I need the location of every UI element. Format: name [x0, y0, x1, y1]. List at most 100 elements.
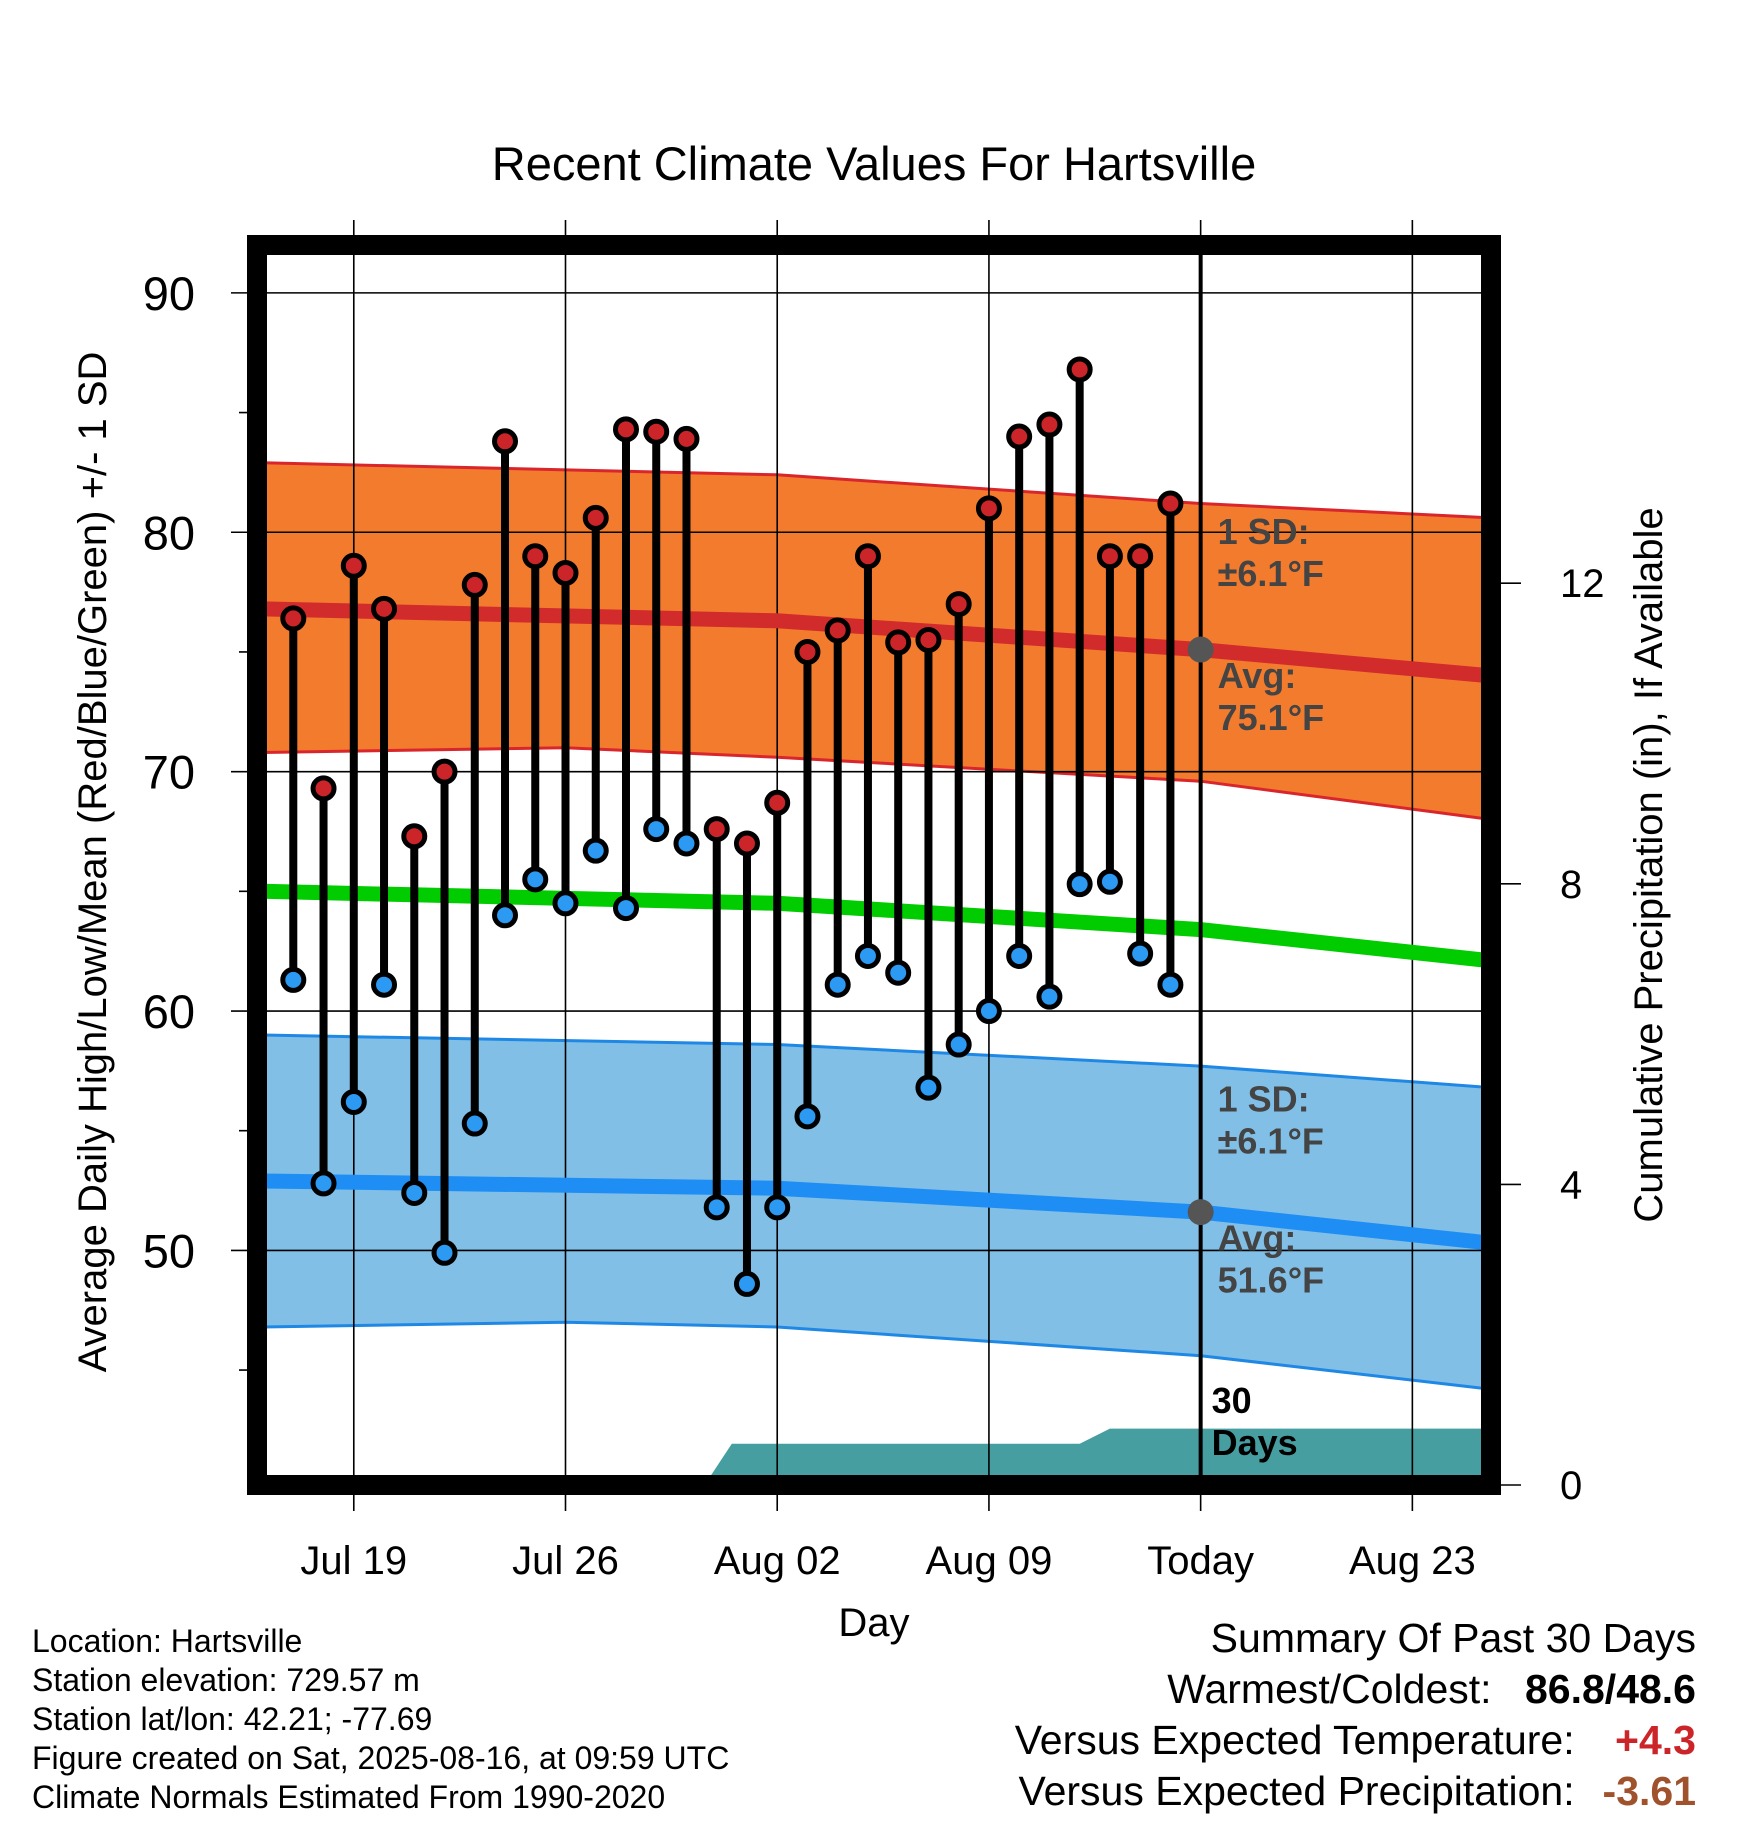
warmest-coldest-row: Warmest/Coldest: 86.8/48.6: [1167, 1666, 1696, 1712]
low-sd-band: [263, 1035, 1491, 1390]
daily-low-point: [1006, 942, 1033, 969]
daily-high-point: [492, 428, 519, 455]
daily-high-point: [885, 629, 912, 656]
temp-anomaly-row: Versus Expected Temperature: +4.3: [1015, 1715, 1696, 1766]
temp-anomaly-label: Versus Expected Temperature:: [1014, 1717, 1575, 1763]
low-today-dot: [1187, 1199, 1214, 1226]
daily-high-point: [733, 830, 760, 857]
y-tick-label: 80: [143, 506, 195, 559]
plot-frame: [247, 235, 1501, 1495]
high-sd-annotation: 1 SD: ±6.1°F: [1218, 511, 1324, 594]
daily-low-point: [673, 830, 700, 857]
daily-low-point: [1036, 983, 1063, 1010]
y2-tick-label: 4: [1560, 1163, 1582, 1207]
daily-low-point: [1066, 871, 1093, 898]
daily-high-point: [794, 638, 821, 665]
y-axis-label: Average Daily High/Low/Mean (Red/Blue/Gr…: [71, 352, 115, 1373]
daily-low-point: [371, 971, 398, 998]
daily-high-point: [643, 418, 670, 445]
y2-axis-label: Cumulative Precipitation (in), If Availa…: [1627, 507, 1671, 1222]
daily-low-point: [461, 1110, 488, 1137]
precip-anomaly-value: -3.61: [1602, 1768, 1696, 1814]
latlon-text: Station lat/lon: 42.21; -77.69: [32, 1701, 433, 1737]
daily-high-point: [764, 789, 791, 816]
y2-tick-label: 12: [1560, 562, 1605, 606]
daily-high-point: [340, 552, 367, 579]
daily-low-point: [703, 1194, 730, 1221]
daily-high-point: [854, 543, 881, 570]
daily-high-point: [280, 605, 307, 632]
y-tick-label: 70: [143, 746, 195, 799]
chart-title: Recent Climate Values For Hartsville: [492, 137, 1256, 190]
daily-high-point: [461, 571, 488, 598]
daily-low-point: [431, 1239, 458, 1266]
daily-low-point: [552, 890, 579, 917]
today-window-label: 30 Days: [1212, 1380, 1298, 1463]
daily-high-point: [522, 543, 549, 570]
station-info: Location: Hartsville Station elevation: …: [32, 1622, 729, 1817]
daily-low-point: [310, 1170, 337, 1197]
daily-high-point: [1066, 356, 1093, 383]
daily-high-point: [1006, 423, 1033, 450]
low-avg-annotation: Avg: 51.6°F: [1218, 1217, 1324, 1300]
daily-high-point: [975, 495, 1002, 522]
daily-low-point: [915, 1074, 942, 1101]
y2-tick-label: 8: [1560, 863, 1582, 907]
plot-area: 1 SD: ±6.1°F Avg: 75.1°F 1 SD: ±6.1°F Avg: 51.6…: [143, 220, 1605, 1583]
daily-low-point: [401, 1179, 428, 1206]
x-axis: Jul 19 Jul 26 Aug 02 Aug 09 Today Aug 23: [300, 1539, 1475, 1583]
elevation-text: Station elevation: 729.57 m: [32, 1662, 420, 1698]
y2-axis: 0 4 8 12: [1491, 562, 1605, 1508]
daily-low-point: [643, 816, 670, 843]
daily-high-point: [431, 758, 458, 785]
daily-low-point: [1127, 940, 1154, 967]
daily-high-point: [1127, 543, 1154, 570]
precipitation-area: [263, 1428, 1491, 1485]
daily-high-point: [552, 559, 579, 586]
x-tick-label: Aug 23: [1349, 1539, 1476, 1583]
x-tick-label: Aug 09: [926, 1539, 1053, 1583]
temp-anomaly-value: +4.3: [1615, 1717, 1696, 1763]
daily-low-point: [1157, 971, 1184, 998]
daily-low-point: [1096, 868, 1123, 895]
coldest-value: 48.6: [1616, 1666, 1696, 1712]
daily-high-point: [703, 816, 730, 843]
y-tick-label: 90: [143, 267, 195, 320]
high-sd-band: [263, 462, 1491, 820]
daily-high-point: [582, 504, 609, 531]
daily-low-point: [280, 966, 307, 993]
daily-low-point: [522, 866, 549, 893]
daily-high-point: [673, 425, 700, 452]
precip-anomaly-label: Versus Expected Precipitation:: [1018, 1768, 1575, 1814]
daily-low-point: [764, 1194, 791, 1221]
daily-high-point: [1096, 543, 1123, 570]
warmest-value: 86.8: [1524, 1666, 1605, 1712]
y2-tick-label: 0: [1560, 1464, 1582, 1508]
low-sd-annotation: 1 SD: ±6.1°F: [1218, 1079, 1324, 1162]
daily-low-point: [582, 837, 609, 864]
daily-high-point: [824, 617, 851, 644]
daily-low-point: [612, 895, 639, 922]
daily-low-point: [945, 1031, 972, 1058]
y-tick-label: 60: [143, 985, 195, 1038]
daily-high-point: [915, 626, 942, 653]
high-avg-annotation: Avg: 75.1°F: [1218, 655, 1324, 738]
daily-low-point: [854, 942, 881, 969]
high-today-dot: [1187, 636, 1214, 663]
x-tick-label: Jul 19: [300, 1539, 407, 1583]
daily-high-point: [371, 595, 398, 622]
daily-low-point: [794, 1103, 821, 1130]
daily-low-point: [975, 998, 1002, 1025]
daily-high-point: [1036, 411, 1063, 438]
x-tick-label: Aug 02: [714, 1539, 841, 1583]
daily-low-point: [824, 971, 851, 998]
x-tick-label: Jul 26: [512, 1539, 619, 1583]
y-tick-label: 50: [143, 1224, 195, 1277]
daily-low-point: [340, 1088, 367, 1115]
created-text: Figure created on Sat, 2025-08-16, at 09…: [32, 1740, 730, 1776]
daily-high-point: [1157, 490, 1184, 517]
daily-low-point: [885, 959, 912, 986]
daily-high-point: [401, 823, 428, 850]
warmest-coldest-label: Warmest/Coldest:: [1167, 1666, 1492, 1712]
